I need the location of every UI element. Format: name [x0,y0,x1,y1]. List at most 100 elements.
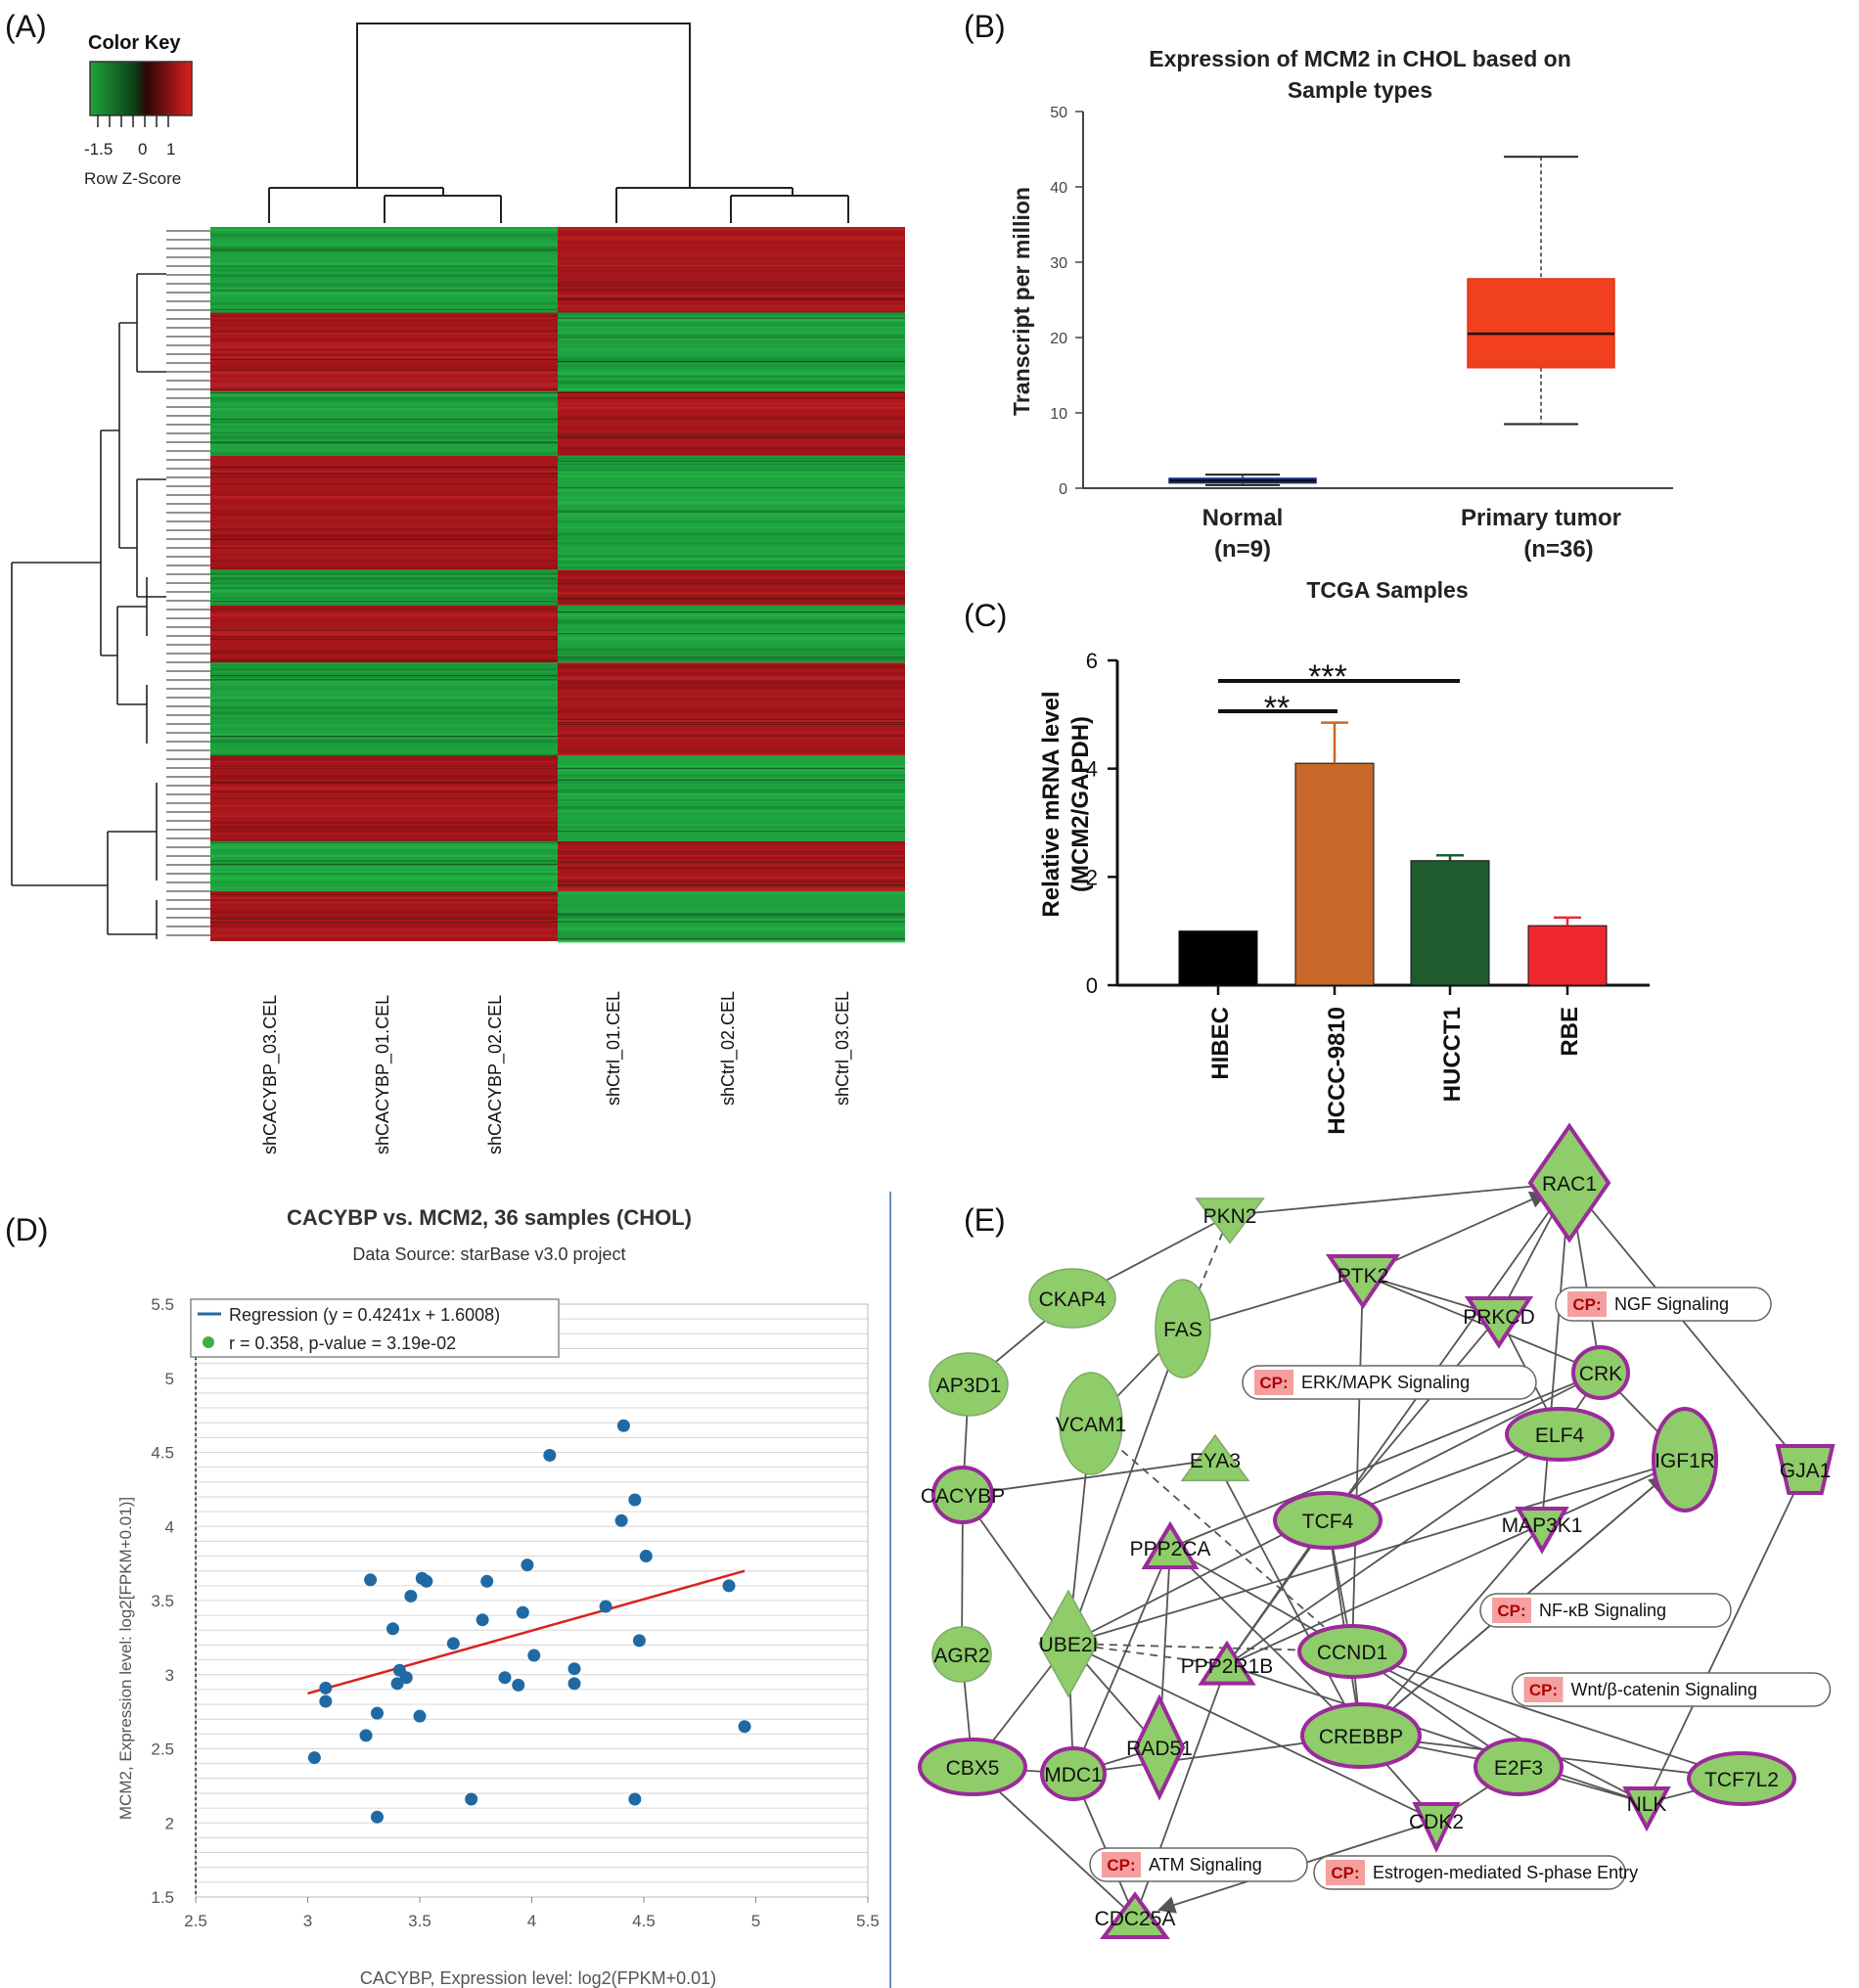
scatter-point [404,1589,418,1603]
network-node-shape [1515,1507,1569,1555]
heatmap-stripe [558,680,905,683]
scatter-point [307,1751,321,1765]
heatmap-stripe [558,598,905,600]
heatmap-stripe [210,652,558,655]
heatmap-stripe [210,634,558,639]
heatmap-stripe [558,269,905,273]
boxplot-axes: 0 10 20 30 40 50 [1050,105,1673,498]
network-node-shape [1133,1694,1186,1801]
heatmap-stripe [558,449,905,453]
heatmap-stripe [210,915,558,917]
heatmap-stripe [210,634,558,636]
heatmap-stripe [558,611,905,613]
heatmap-stripe [210,418,558,420]
heatmap-stripe [558,247,905,248]
heatmap-stripe [210,284,558,287]
boxplot-title-line1: Expression of MCM2 in CHOL based on [1149,46,1571,71]
heatmap-stripe [558,348,905,351]
heatmap-stripe [558,866,905,870]
network-node-label: CRK [1579,1363,1622,1385]
scatter-y-tick-label: 2 [165,1814,174,1832]
heatmap-stripe [210,573,558,575]
scatter-point [567,1677,581,1691]
heatmap-stripe [558,297,905,301]
heatmap-stripe [558,686,905,690]
network-node-label: AGR2 [933,1645,989,1667]
network-node-shape [1155,1279,1211,1378]
heatmap-stripe [210,308,558,310]
heatmap-stripe [558,797,905,800]
scatter-y-label: MCM2, Expression level: log2[FPKM+0.01)] [116,1497,135,1820]
heatmap-stripe [558,765,905,768]
heatmap-stripe [210,791,558,792]
heatmap-stripe [210,765,558,768]
heatmap-stripe [558,613,905,616]
scatter-point [390,1677,404,1691]
heatmap-stripe [558,452,905,455]
scatter-point [616,1419,630,1432]
heatmap-stripe [210,388,558,390]
scatter-point [512,1678,525,1692]
heatmap-stripe [558,360,905,364]
scatter-y-tick-label: 3 [165,1666,174,1685]
network-node-label: AP3D1 [936,1375,1002,1397]
heatmap-stripe [558,737,905,740]
heatmap-stripe [210,351,558,353]
heatmap-stripe [558,312,905,316]
network-edge [1226,1664,1648,1804]
heatmap-stripe [210,645,558,647]
heatmap-stripe [210,860,558,862]
network-node-shape [929,1352,1009,1417]
network-edge [1351,1650,1648,1804]
network-node-label: CREBBP [1319,1726,1403,1748]
network-node-label: CDK2 [1409,1811,1464,1833]
heatmap-stripe [558,357,905,361]
heatmap-stripe [558,938,905,941]
network-edge [1362,1274,1602,1374]
heatmap-stripe [558,290,905,293]
bar-y-tick-label: 4 [1086,757,1098,782]
heatmap-stripe [558,578,905,582]
scatter-point [446,1637,460,1650]
heatmap-stripe [210,434,558,436]
panel-label-d: (D) [5,1212,48,1247]
heatmap-stripe [210,466,558,468]
heatmap-stripe [558,656,905,660]
network-node-label: VCAM1 [1056,1414,1126,1436]
significance-stars: ** [1264,690,1290,727]
legend-regression-label: Regression (y = 0.4241x + 1.6008) [229,1305,500,1325]
heatmap-stripe [558,558,905,562]
heatmap-stripe [558,825,905,830]
scatter-x-label: CACYBP, Expression level: log2(FPKM+0.01… [360,1968,716,1988]
heatmap-stripe [210,249,558,253]
network-node-label: PTK2 [1338,1265,1389,1288]
boxplot-group-label: Primary tumor [1461,505,1621,531]
pathway-cp-tag [1326,1860,1365,1885]
heatmap-stripe [210,233,558,238]
heatmap-stripe [210,509,558,512]
heatmap-stripe [558,685,905,688]
heatmap-stripe [210,659,558,661]
heatmap-stripe [558,391,905,393]
scatter-point [722,1579,736,1593]
pathway-box [1479,1593,1732,1628]
scatter-point [543,1449,557,1463]
heatmap-stripe [210,863,558,865]
network-node-shape [1622,1786,1671,1832]
heatmap-stripe [558,311,905,313]
heatmap-stripe [210,938,558,940]
heatmap-stripe [558,636,905,641]
network-node-label: CBX5 [946,1757,1000,1780]
heatmap-stripe [558,588,905,592]
heatmap-stripe [210,475,558,477]
boxplot-y-label: Transcript per million [1009,187,1034,416]
legend-stats-dot [203,1336,214,1348]
pathway-label: Wnt/β-catenin Signaling [1571,1680,1757,1699]
heatmap-stripe [210,863,558,868]
network-node-label: TCF4 [1302,1511,1354,1533]
heatmap-stripe [210,911,558,915]
heatmap-stripe [558,734,905,737]
heatmap-stripe [210,687,558,691]
heatmap-stripe [210,661,558,663]
heatmap-stripe [558,676,905,680]
